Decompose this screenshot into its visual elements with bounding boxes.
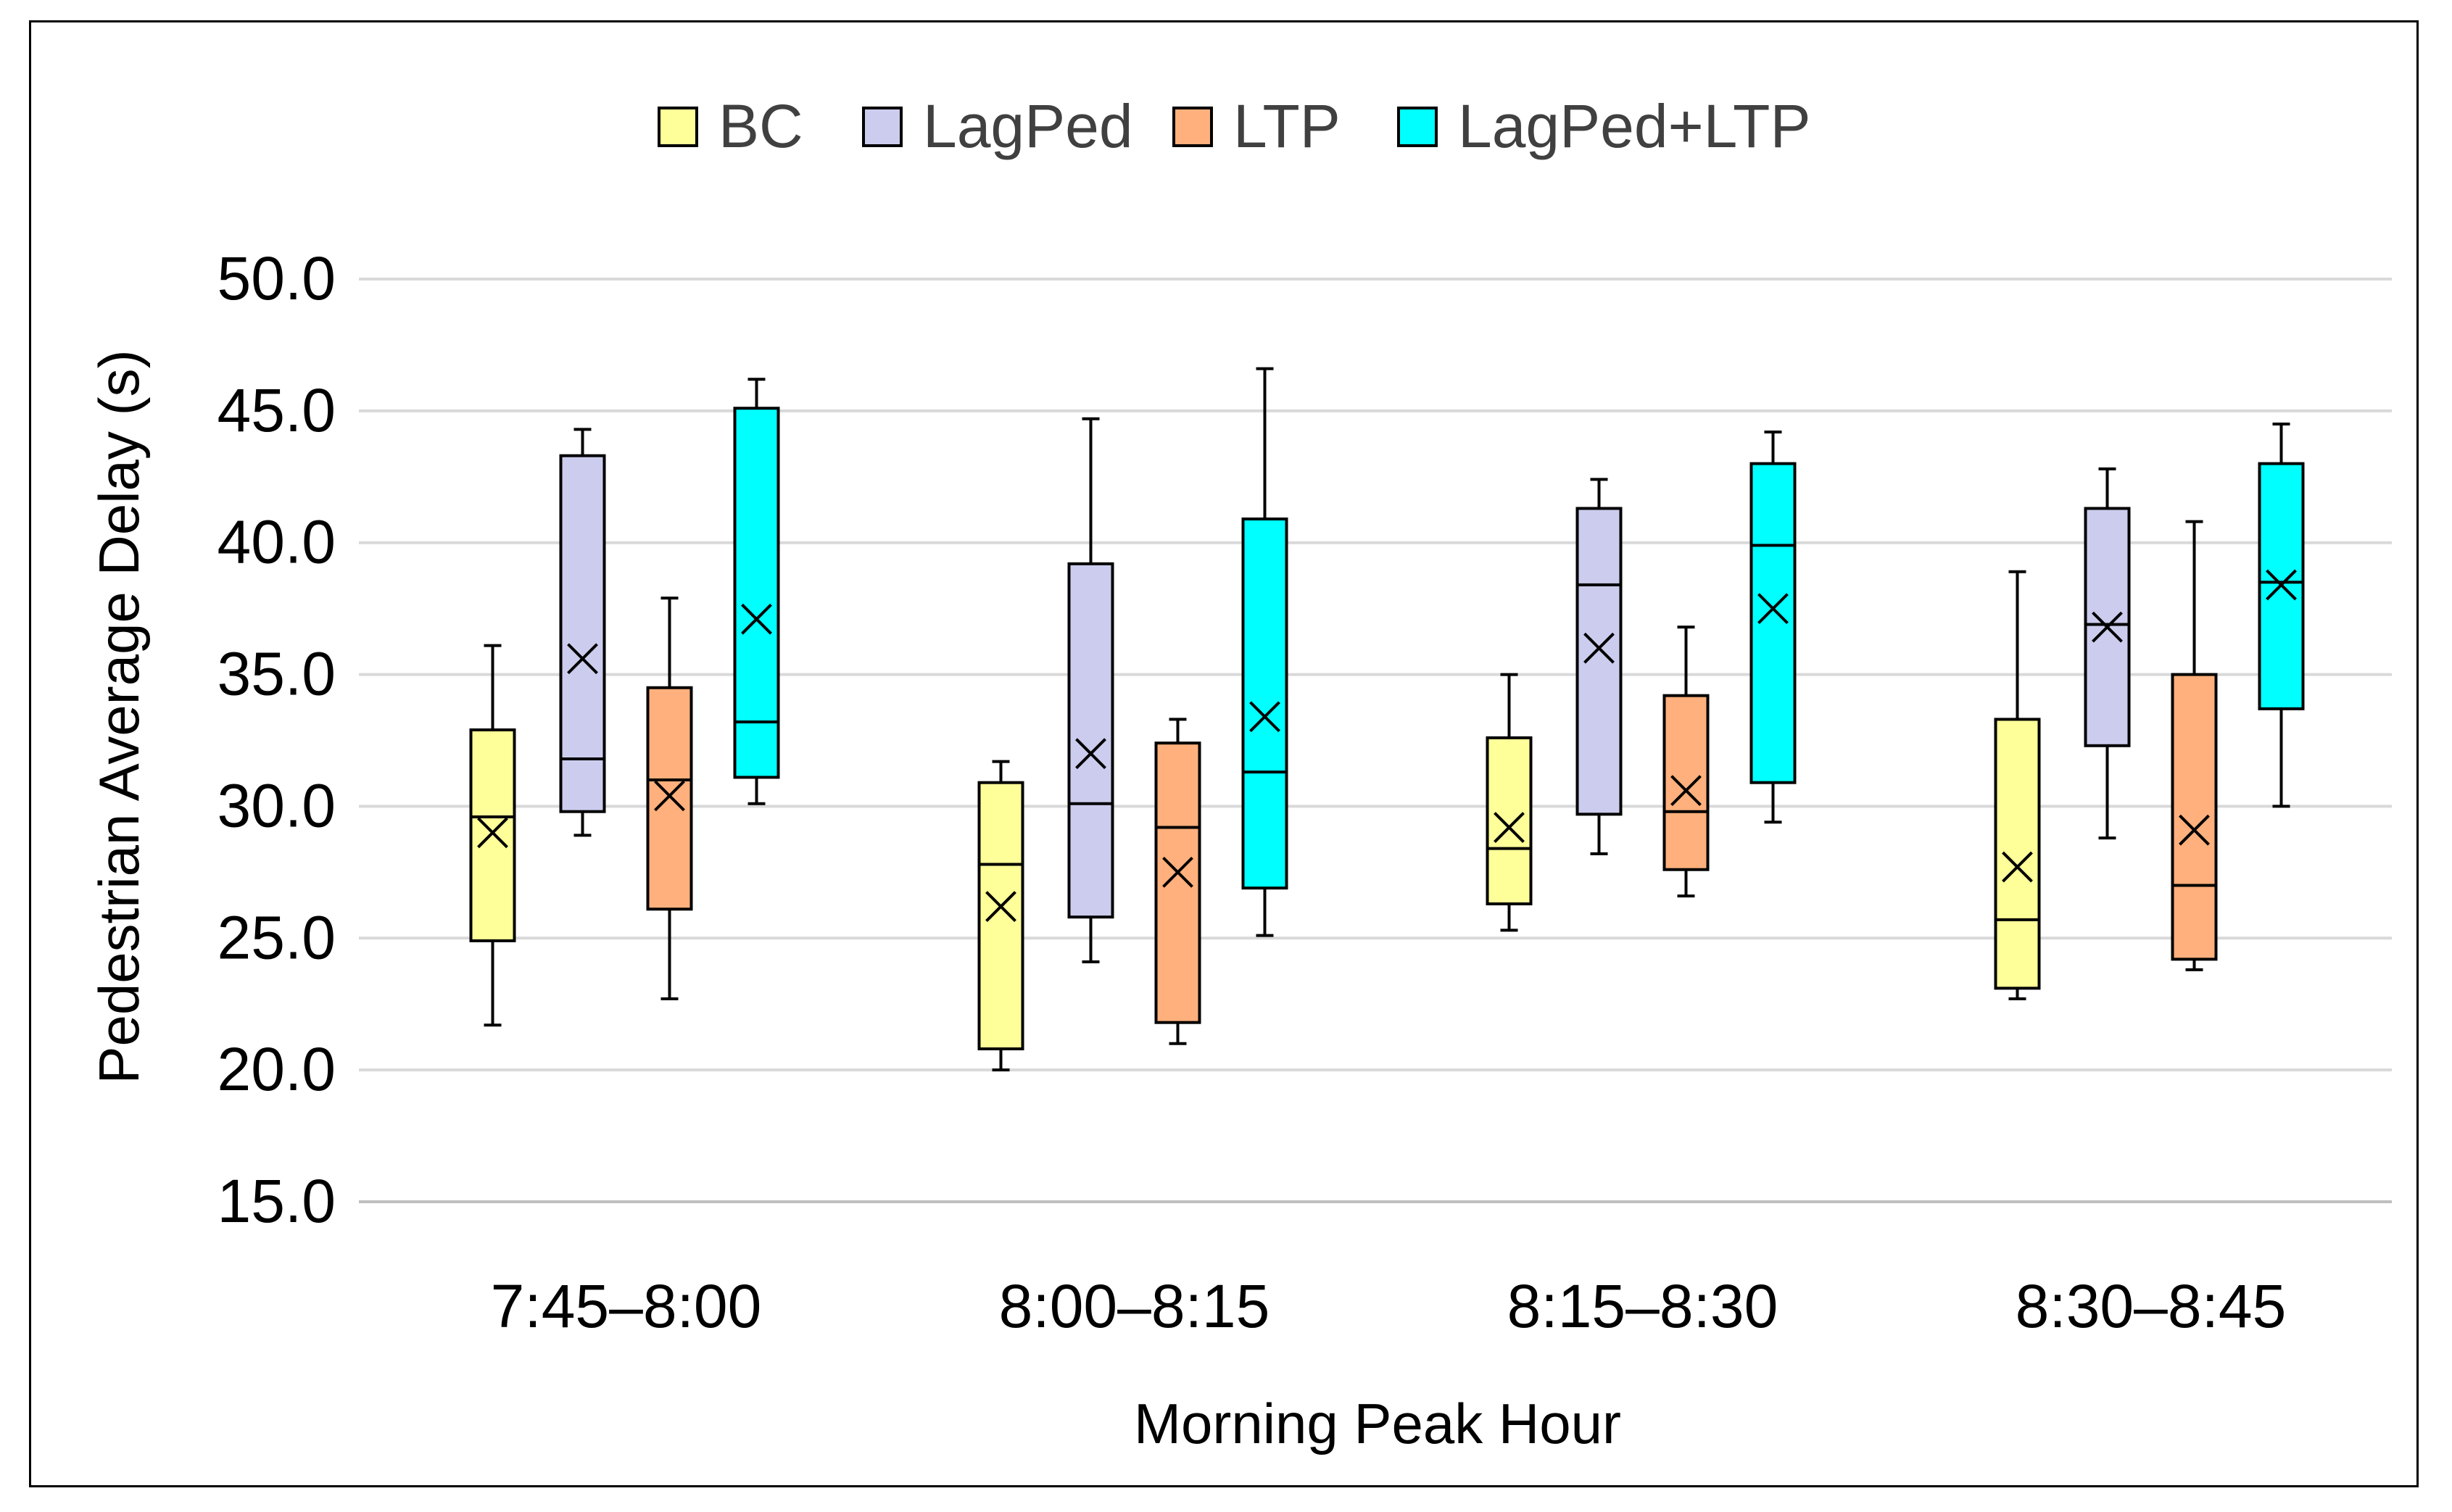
box-body [733, 407, 780, 779]
mean-marker [741, 603, 772, 635]
box-bc [469, 644, 516, 1027]
mean-marker [1075, 738, 1106, 770]
box-lagped [1575, 478, 1623, 855]
mean-marker [2266, 569, 2297, 601]
legend-label: LagPed [923, 92, 1133, 160]
legend-swatch [862, 107, 903, 147]
box-bc [1994, 570, 2041, 1000]
box-lagped-ltp [2258, 423, 2305, 808]
legend-label: LTP [1233, 92, 1341, 160]
box-ltp [2171, 520, 2218, 971]
legend-item-lagped: LagPed [862, 92, 1133, 160]
legend-item-bc: BC [658, 92, 803, 160]
box-body [1486, 736, 1533, 906]
box-ltp [1662, 626, 1710, 898]
x-axis-title: Morning Peak Hour [1134, 1392, 1621, 1455]
box-plot-chart: 15.0 20.0 25.0 30.0 35.0 40.0 45.0 50.0 7:45–8:… [87, 92, 2392, 1455]
mean-marker [1494, 812, 1525, 843]
x-tick-label: 8:15–8:30 [1507, 1272, 1778, 1340]
mean-marker [2092, 611, 2123, 643]
legend-swatch [658, 107, 698, 147]
y-tick-label: 20.0 [218, 1035, 336, 1103]
box-lagped [2084, 467, 2131, 840]
y-tick-label: 45.0 [218, 376, 336, 444]
x-tick-label: 7:45–8:00 [491, 1272, 762, 1340]
mean-marker [1757, 593, 1789, 625]
legend-label: LagPed+LTP [1458, 92, 1811, 160]
y-tick-label: 15.0 [218, 1167, 336, 1235]
box-lagped [1067, 417, 1114, 964]
y-tick-label: 25.0 [218, 903, 336, 971]
gridlines [359, 278, 2392, 1203]
mean-marker [1162, 856, 1193, 888]
y-tick-label: 40.0 [218, 508, 336, 576]
box-body [646, 686, 693, 911]
mean-marker [654, 780, 685, 812]
box-lagped [559, 428, 606, 837]
box-body [1662, 694, 1710, 871]
boxes [469, 367, 2305, 1072]
box-bc [1486, 673, 1533, 932]
x-tick-labels: 7:45–8:00 8:00–8:15 8:15–8:30 8:30–8:45 [491, 1272, 2287, 1340]
box-body [559, 454, 606, 813]
legend-label: BC [718, 92, 803, 160]
mean-marker [567, 643, 598, 675]
box-body [977, 781, 1024, 1051]
box-lagped-ltp [1749, 430, 1797, 824]
mean-marker [1583, 632, 1615, 664]
mean-marker [1670, 775, 1702, 807]
x-tick-label: 8:00–8:15 [999, 1272, 1270, 1340]
legend: BC LagPed LTP LagPed+LTP [658, 92, 1811, 160]
chart-frame: 15.0 20.0 25.0 30.0 35.0 40.0 45.0 50.0 7:45–8:… [29, 20, 2419, 1487]
legend-item-ltp: LTP [1172, 92, 1341, 160]
mean-marker [2002, 851, 2033, 883]
y-tick-label: 50.0 [218, 244, 336, 312]
box-lagped-ltp [1241, 367, 1288, 937]
legend-swatch [1172, 107, 1213, 147]
box-ltp [1154, 718, 1201, 1045]
box-lagped-ltp [733, 378, 780, 805]
legend-swatch [1397, 107, 1438, 147]
box-body [1154, 742, 1201, 1024]
y-tick-label: 35.0 [218, 640, 336, 708]
mean-marker [1249, 701, 1280, 733]
mean-marker [477, 817, 508, 849]
box-body [469, 728, 516, 942]
box-ltp [646, 597, 693, 1000]
y-tick-labels: 15.0 20.0 25.0 30.0 35.0 40.0 45.0 50.0 [218, 244, 336, 1235]
mean-marker [2179, 814, 2210, 846]
mean-marker [985, 891, 1016, 923]
box-body [1749, 462, 1797, 784]
x-tick-label: 8:30–8:45 [2016, 1272, 2287, 1340]
legend-item-lagped-ltp: LagPed+LTP [1397, 92, 1811, 160]
box-bc [977, 760, 1024, 1072]
y-tick-label: 30.0 [218, 771, 336, 839]
y-axis-title: Pedestrian Average Delay (s) [87, 349, 151, 1084]
